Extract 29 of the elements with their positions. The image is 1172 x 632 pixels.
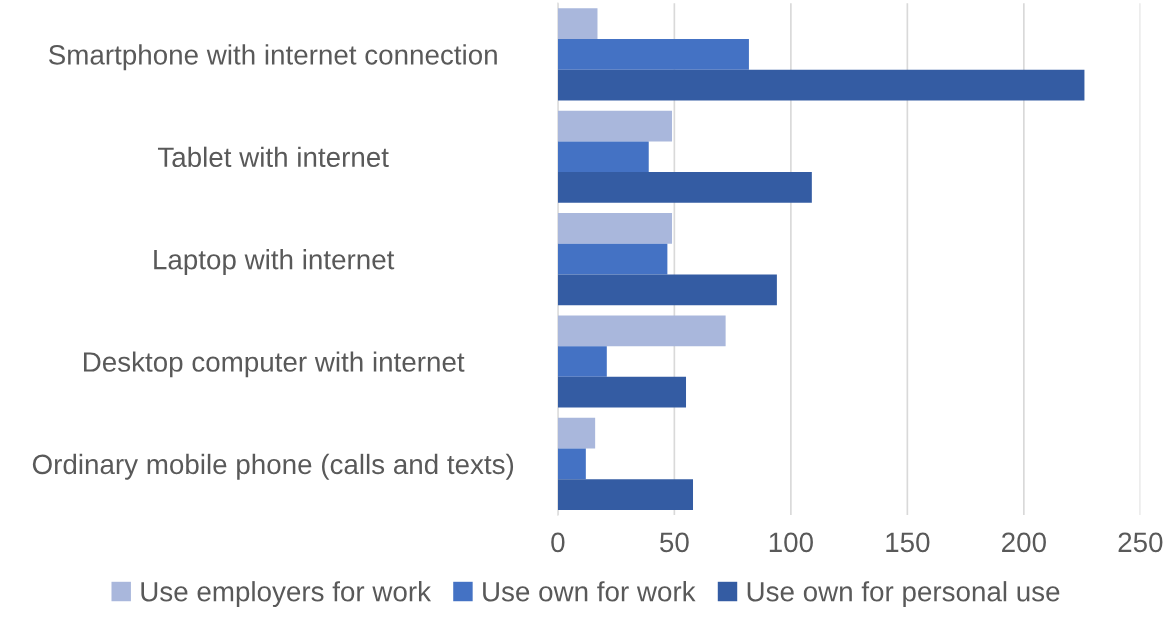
bar bbox=[557, 274, 777, 306]
x-tick-label: 150 bbox=[886, 532, 930, 553]
legend-label: Use employers for work bbox=[141, 581, 432, 607]
bar bbox=[557, 141, 649, 173]
x-tick-label: 100 bbox=[769, 532, 813, 553]
y-tick-label: Smartphone with internet connection bbox=[48, 44, 497, 71]
bar bbox=[557, 213, 673, 244]
bar bbox=[557, 346, 607, 377]
y-tick-label: Tablet with internet bbox=[157, 146, 389, 168]
bar bbox=[557, 376, 687, 408]
y-tick-label: Laptop with internet bbox=[154, 249, 395, 275]
bar bbox=[557, 8, 598, 39]
bar bbox=[557, 448, 586, 480]
x-tick-label: 200 bbox=[1002, 532, 1046, 553]
bar bbox=[557, 315, 726, 347]
bar bbox=[557, 417, 596, 449]
legend-label: Use own for personal use bbox=[747, 581, 1060, 607]
bar bbox=[557, 172, 812, 203]
bar bbox=[557, 479, 694, 510]
x-tick-label: 250 bbox=[1118, 532, 1163, 553]
bar bbox=[557, 243, 668, 275]
bar bbox=[557, 110, 673, 142]
bar bbox=[557, 69, 1085, 101]
legend-label: Use own for work bbox=[483, 581, 696, 602]
bar bbox=[557, 38, 749, 70]
y-tick-label: Ordinary mobile phone (calls and texts) bbox=[32, 453, 514, 480]
x-tick-label: 0 bbox=[551, 532, 565, 553]
y-tick-label: Desktop computer with internet bbox=[83, 351, 465, 378]
x-tick-label: 50 bbox=[660, 532, 689, 553]
